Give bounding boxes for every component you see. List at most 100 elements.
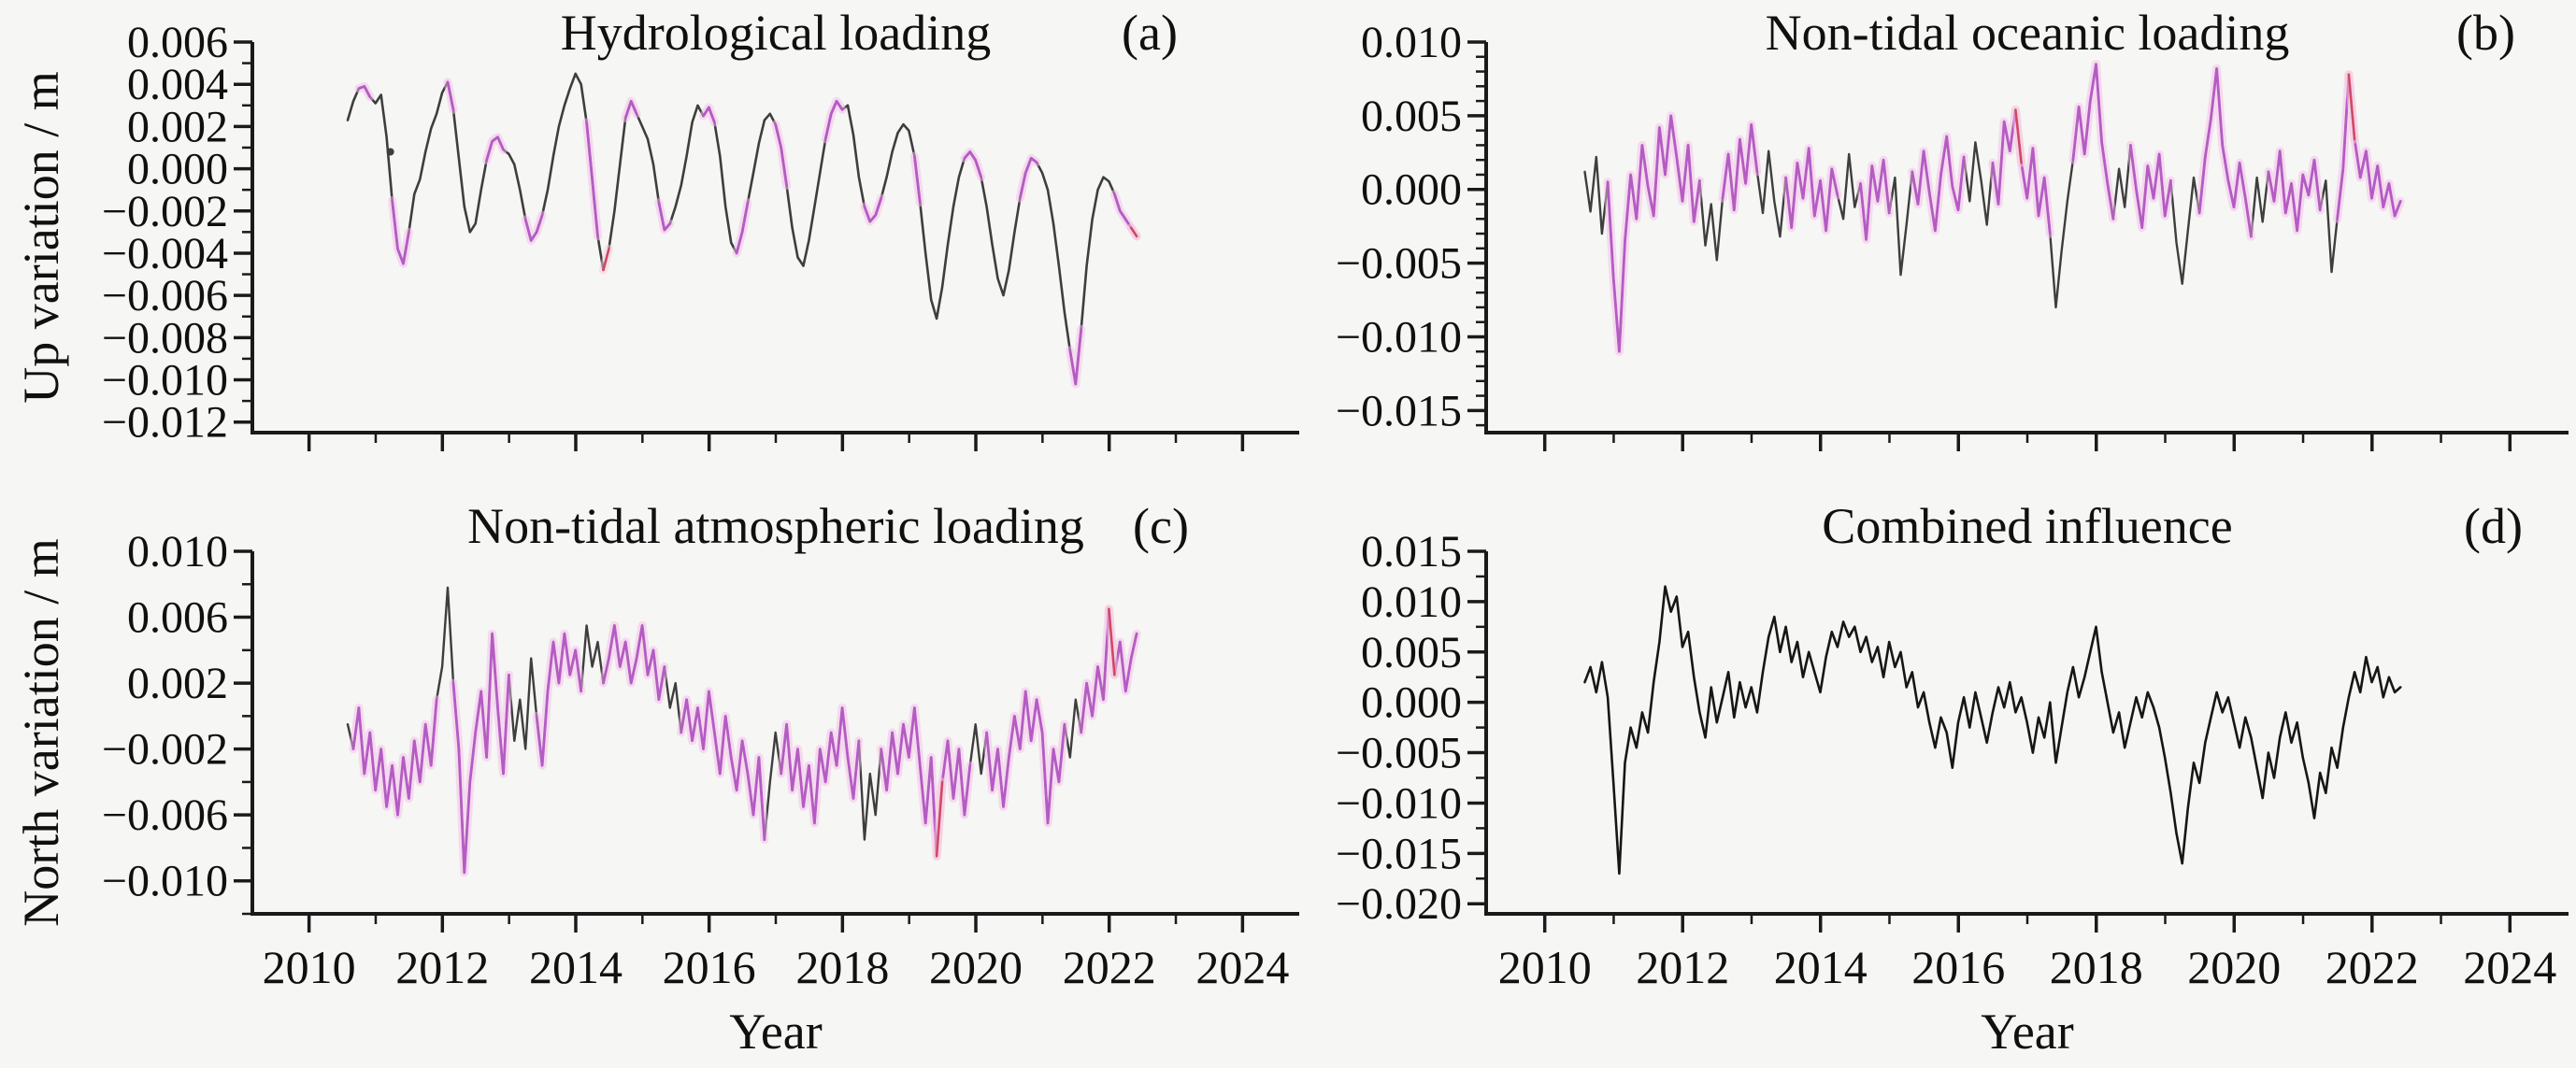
panel-c-ytick-label: −0.010	[102, 857, 228, 906]
panel-d: 0.0150.0100.0050.000−0.005−0.010−0.015−0…	[1336, 527, 2569, 993]
panel-c-magenta-series	[680, 690, 766, 841]
panel-a-magenta-series	[735, 201, 750, 255]
panel-d-ytick-label: −0.010	[1336, 778, 1462, 828]
panel-a-ytick-label: 0.006	[127, 18, 228, 67]
panel-c-red-series	[1108, 607, 1116, 676]
panel-a-magenta-series	[823, 99, 844, 141]
panel-b-magenta-series	[1721, 122, 1759, 212]
panel-d-xtick-label: 2014	[1774, 941, 1868, 993]
panel-c: 0.010 0.006 0.002 −0.002 −0.006 −0.010 2010 201…	[102, 527, 1299, 993]
y-axis-label-north: North variation / m	[13, 538, 69, 927]
x-axis-label-year-left: Year	[729, 1004, 823, 1060]
panel-b-red-series	[2347, 73, 2356, 141]
panel-c-magenta-series	[535, 632, 583, 767]
panel-a-title: Hydrological loading	[560, 5, 992, 61]
panel-d-letter: (d)	[2464, 498, 2523, 554]
panel-b-magenta-series	[2267, 150, 2322, 233]
panel-a-ytick-label: −0.010	[102, 356, 228, 406]
panel-a-magenta-series	[523, 213, 544, 242]
panel-d-axis	[1484, 551, 2569, 916]
panel-c-xtick-label: 2022	[1063, 941, 1156, 993]
panel-c-xtick-label: 2012	[395, 941, 489, 993]
panel-a: 0.0060.0040.0020.000−0.002−0.004−0.006−0…	[102, 18, 1299, 451]
panel-b-ytick-label: 0.000	[1361, 165, 1462, 215]
panel-b-magenta-series	[1911, 135, 1966, 233]
panel-a-red-series	[602, 248, 610, 272]
panel-b-red-series	[2014, 108, 2023, 164]
panel-d-xtick-label: 2022	[2326, 941, 2419, 993]
panel-a-magenta-series	[446, 80, 455, 111]
panel-b-magenta-series	[1784, 147, 1839, 233]
panel-c-ytick-label: −0.006	[102, 790, 228, 840]
panel-c-red-series	[935, 780, 944, 858]
panel-a-magenta-series	[357, 85, 372, 99]
panel-c-magenta-series	[451, 632, 510, 875]
panel-a-letter: (a)	[1122, 5, 1178, 61]
panel-b-letter: (b)	[2456, 5, 2515, 61]
panel-a-ytick-label: 0.002	[127, 102, 228, 151]
panel-c-xtick-label: 2020	[929, 941, 1023, 993]
panel-d-xtick-label: 2020	[2187, 941, 2281, 993]
panel-a-ytick-label: −0.008	[102, 313, 228, 363]
panel-b-magenta-series	[2129, 144, 2172, 230]
panel-c-xtick-label: 2014	[529, 941, 623, 993]
panel-d-xtick-label: 2016	[1911, 941, 2005, 993]
panel-a-axis	[250, 42, 1299, 434]
panel-b-magenta-series	[2197, 67, 2253, 238]
panel-b-ytick-label: −0.010	[1336, 312, 1462, 362]
panel-a-magenta-series	[702, 106, 716, 124]
panel-a-ytick-label: 0.004	[127, 60, 228, 109]
panel-a-magenta-series	[1018, 156, 1038, 200]
panel-d-ytick-label: −0.005	[1336, 729, 1462, 778]
x-axis-label-year-right: Year	[1981, 1004, 2074, 1060]
panel-c-ytick-label: 0.006	[127, 593, 228, 643]
panel-c-ytick-label: 0.002	[127, 659, 228, 708]
panel-c-letter: (c)	[1133, 498, 1189, 554]
panel-a-magenta-series	[963, 150, 983, 178]
panel-d-ytick-label: 0.015	[1361, 527, 1462, 577]
panel-a-ytick-label: −0.006	[102, 271, 228, 320]
panel-a-magenta-series	[774, 122, 788, 187]
y-axis-label-up: Up variation / m	[13, 71, 69, 404]
panel-a-ytick-label: −0.002	[102, 187, 228, 236]
panel-a-magenta-series	[1068, 327, 1083, 386]
panel-d-ytick-label: 0.000	[1361, 678, 1462, 728]
panel-d-ytick-label: 0.005	[1361, 628, 1462, 677]
panel-c-xtick-label: 2018	[795, 941, 889, 993]
panel-d-title: Combined influence	[1822, 498, 2233, 554]
panel-a-red-series	[1130, 226, 1138, 238]
panel-c-title: Non-tidal atmospheric loading	[467, 498, 1084, 554]
panel-c-xtick-label: 2010	[263, 941, 356, 993]
panel-c-xtick-label: 2016	[663, 941, 756, 993]
panel-a-magenta-series	[863, 196, 883, 223]
panel-d-xtick-label: 2012	[1636, 941, 1729, 993]
panel-a-magenta-series	[585, 121, 599, 238]
panel-c-magenta-series	[880, 706, 972, 858]
panel-c-xtick-label: 2024	[1195, 941, 1289, 993]
panel-a-magenta-series	[657, 201, 672, 232]
panel-c-magenta-series	[780, 706, 861, 825]
panel-c-ytick-label: −0.002	[102, 725, 228, 775]
panel-d-ytick-label: −0.020	[1336, 879, 1462, 929]
panel-d-xtick-label: 2010	[1498, 941, 1592, 993]
panel-b-magenta-series	[2071, 63, 2115, 221]
panel-c-magenta-series	[602, 624, 666, 702]
panel-a-ytick-label: −0.004	[102, 229, 228, 278]
panel-b-ytick-label: −0.015	[1336, 386, 1462, 435]
panel-c-magenta-series	[985, 690, 1066, 825]
panel-b-title: Non-tidal oceanic loading	[1765, 5, 2290, 61]
panel-b-magenta-series	[1606, 114, 1701, 353]
panel-b-axis	[1484, 42, 2569, 434]
panel-b-magenta-series	[1859, 158, 1891, 241]
panel-a-magenta-series	[623, 99, 638, 120]
panel-d-xtick-label: 2018	[2050, 941, 2143, 993]
panel-a-stray-dot	[386, 148, 394, 156]
panel-a-magenta-series	[913, 154, 922, 205]
panel-c-magenta-series	[351, 698, 438, 817]
panel-a-ytick-label: 0.000	[127, 145, 228, 194]
panel-d-xtick-label: 2024	[2463, 941, 2556, 993]
panel-b-ytick-label: 0.005	[1361, 92, 1462, 141]
panel-b: 0.010 0.005 0.000 −0.005 −0.010 −0.015	[1336, 18, 2569, 451]
